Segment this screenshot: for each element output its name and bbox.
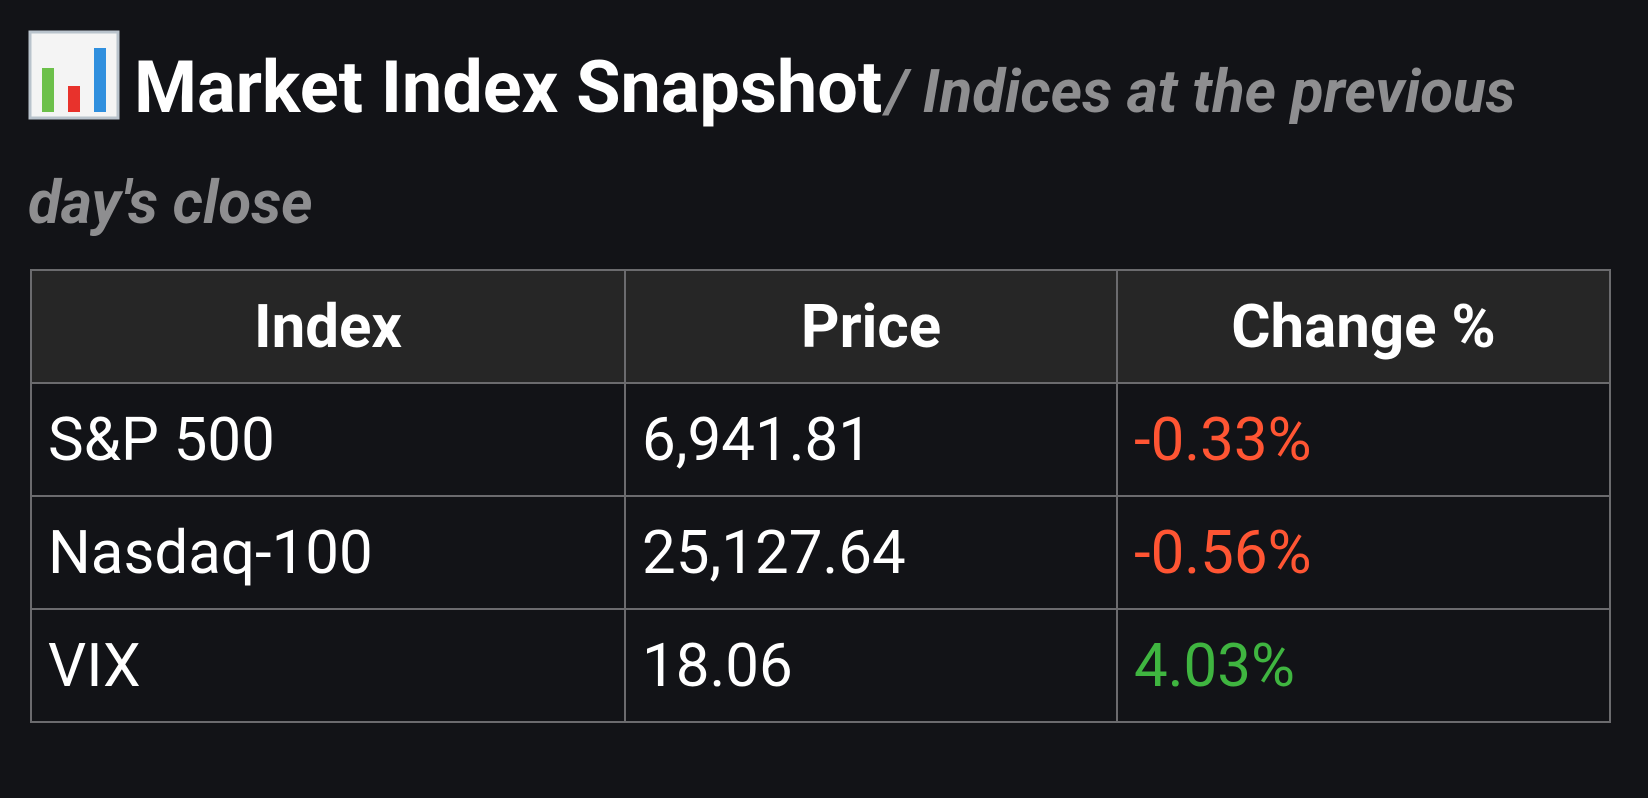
table-cell: -0.56%	[1116, 495, 1611, 610]
header: Market Index Snapshot / Indices at the p…	[28, 30, 1588, 266]
table-cell: VIX	[30, 608, 626, 723]
table-row: Nasdaq-100 25,127.64 -0.56%	[30, 495, 1611, 610]
table-cell: 25,127.64	[624, 495, 1118, 610]
header-row: Index Price Change %	[30, 269, 1611, 384]
title: Market Index Snapshot	[134, 45, 883, 130]
table-cell: S&P 500	[30, 382, 626, 497]
index-table: Index Price Change % S&P 500 6,941.81 -0.33%…	[30, 269, 1611, 723]
column-header: Index	[30, 269, 626, 384]
table-cell: 6,941.81	[624, 382, 1118, 497]
table-cell: 4.03%	[1116, 608, 1611, 723]
table-row: S&P 500 6,941.81 -0.33%	[30, 382, 1611, 497]
column-header: Change %	[1116, 269, 1611, 384]
table-cell: 18.06	[624, 608, 1118, 723]
table-cell: -0.33%	[1116, 382, 1611, 497]
column-header: Price	[624, 269, 1118, 384]
subtitle: / Indices at the previous day's close	[28, 56, 1516, 238]
chart-icon	[28, 30, 120, 120]
table-cell: Nasdaq-100	[30, 495, 626, 610]
table-row: VIX 18.06 4.03%	[30, 608, 1611, 723]
